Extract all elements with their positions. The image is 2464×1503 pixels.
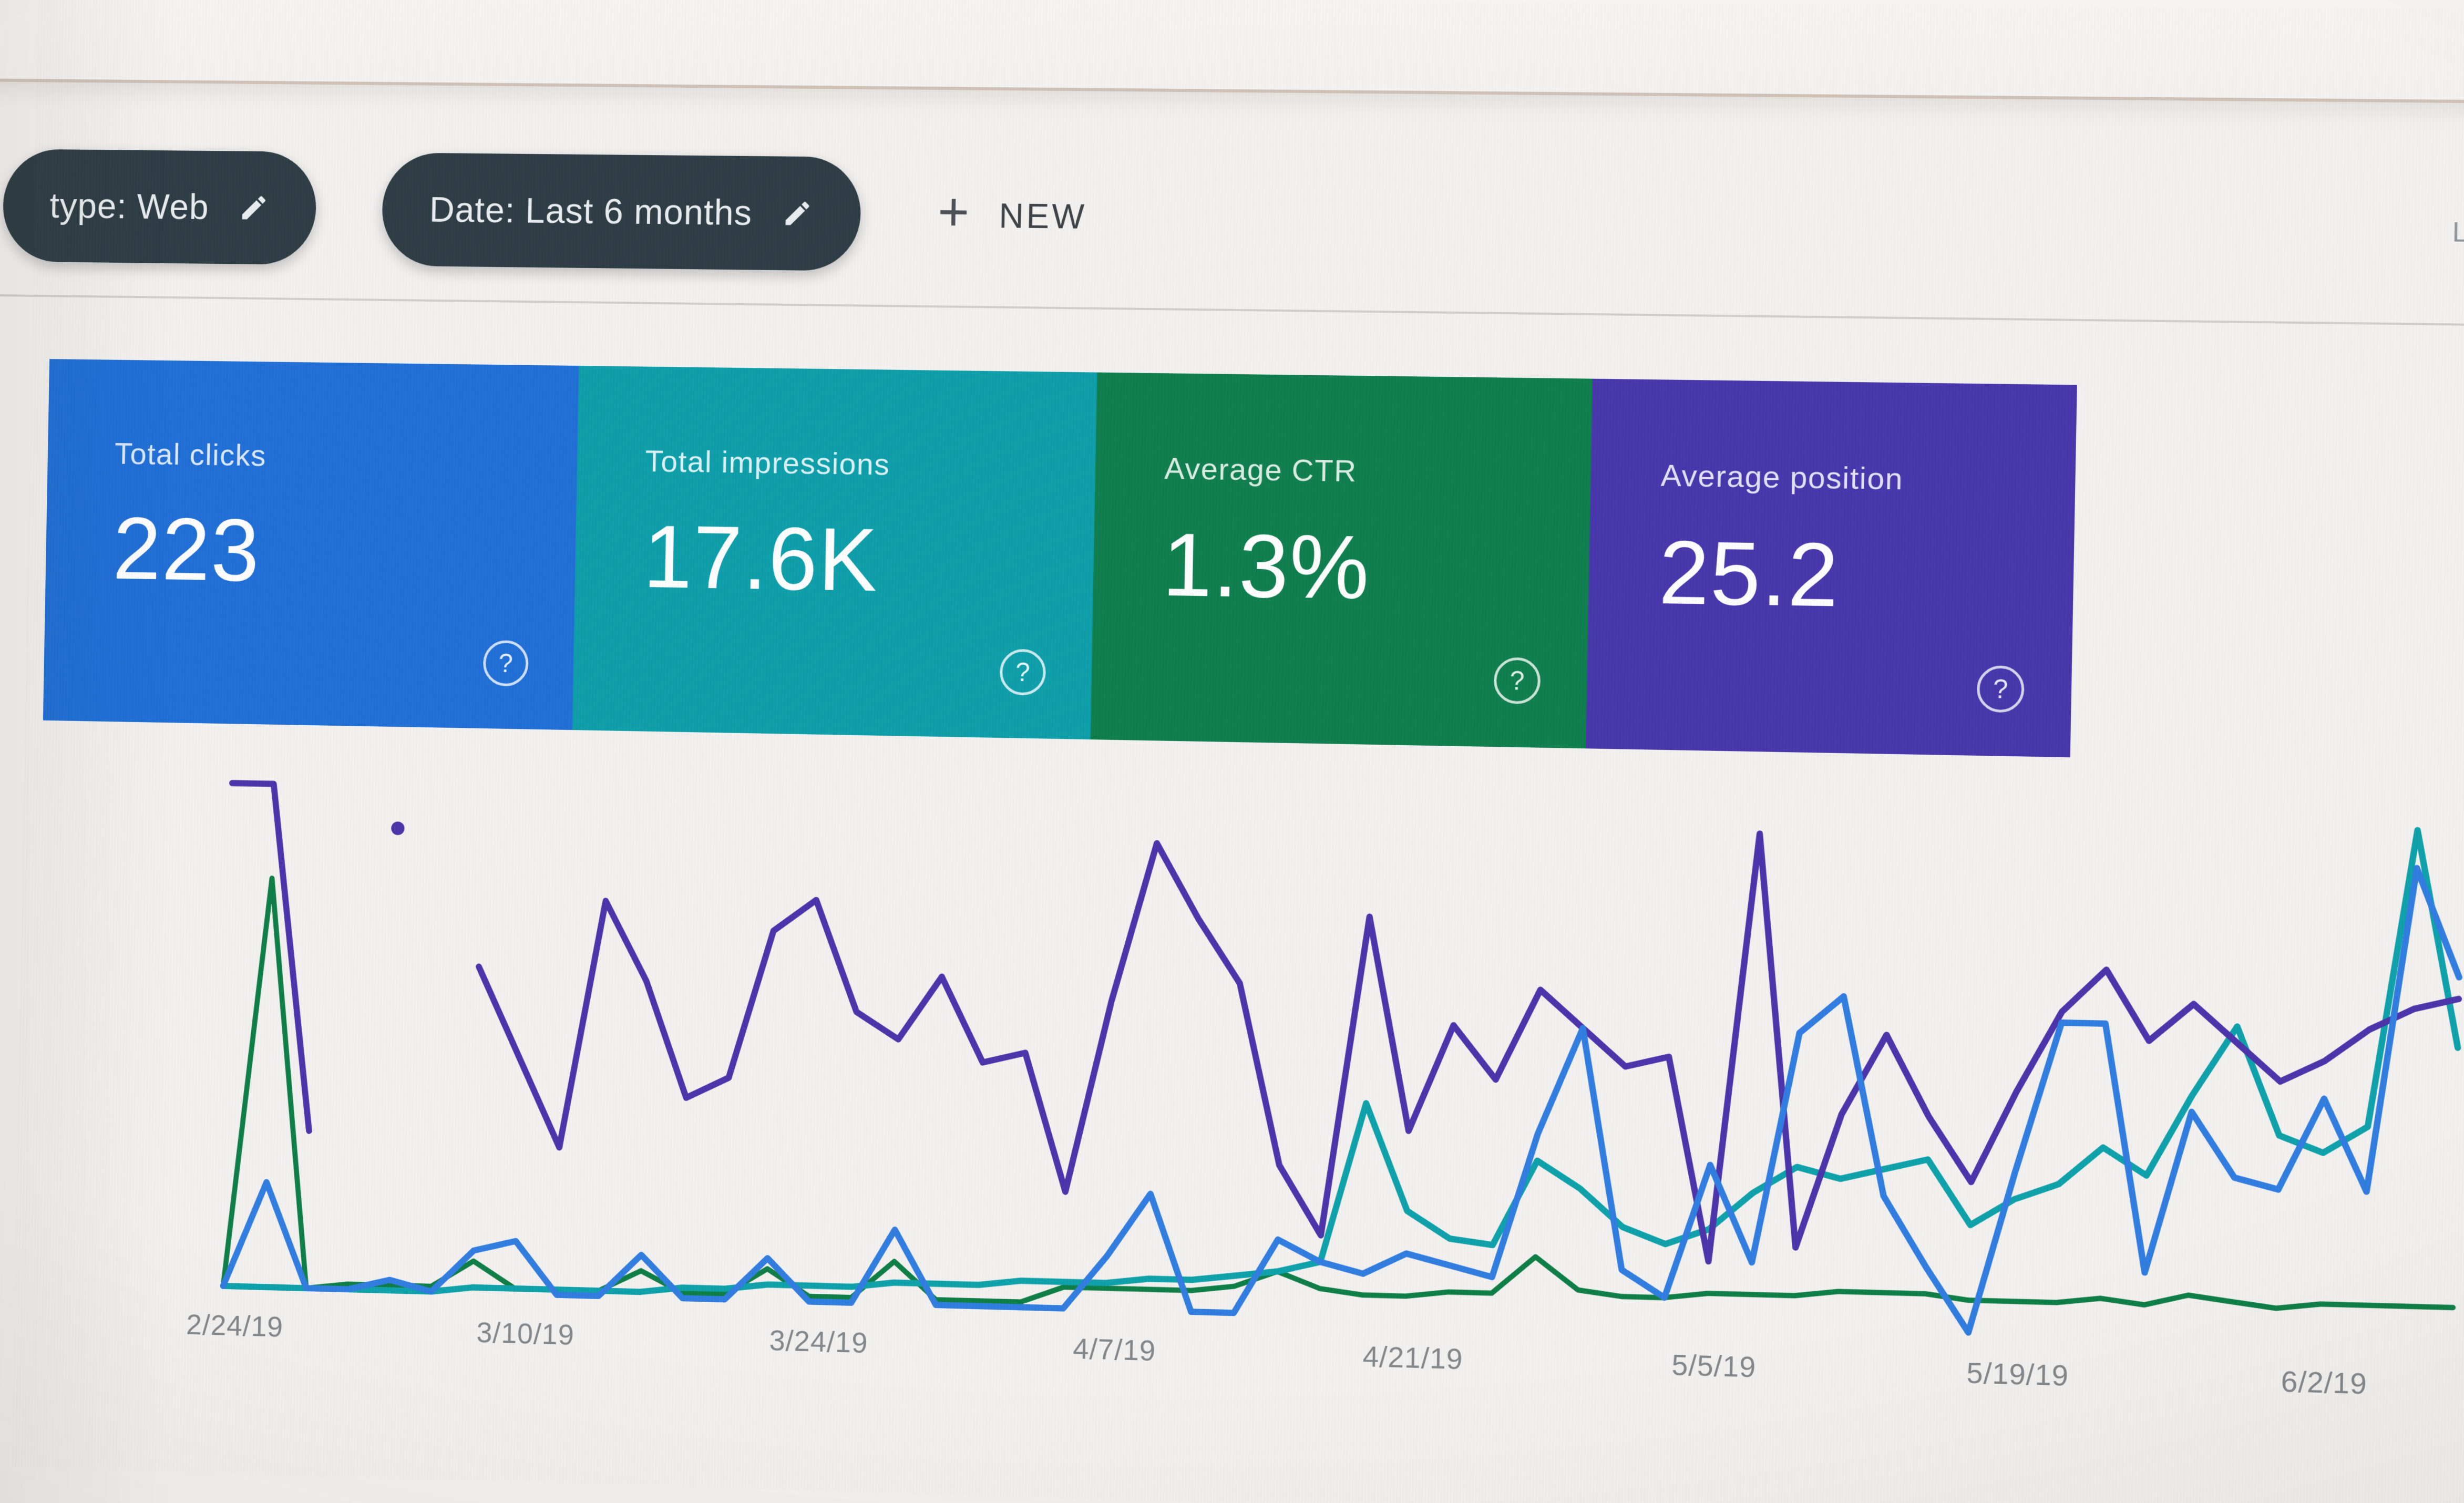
card-title: Average position [1660, 458, 1904, 497]
header-divider [0, 293, 2464, 328]
average-position-point [391, 821, 405, 836]
top-right-cropped-text: La [2452, 217, 2464, 249]
average-position-line [226, 783, 315, 1131]
metric-card-average-ctr[interactable]: Average CTR 1.3%? [1090, 372, 1593, 749]
card-title: Total impressions [644, 444, 890, 482]
card-value: 223 [112, 499, 261, 600]
x-tick-label: 3/24/19 [769, 1324, 868, 1360]
card-title: Average CTR [1164, 451, 1358, 489]
metric-card-total-impressions[interactable]: Total impressions 17.6K? [572, 365, 1097, 740]
filter-bar: type: Web Date: Last 6 months + NEW [2, 146, 1088, 277]
summary-cards: Total clicks 223? Total impressions 17.6K? A… [43, 359, 2077, 758]
new-filter-button[interactable]: + NEW [937, 181, 1087, 242]
x-tick-label: 4/21/19 [1362, 1340, 1464, 1376]
x-tick-label: 6/2/19 [2281, 1365, 2368, 1401]
filter-chip-label: type: Web [49, 186, 210, 227]
x-tick-label: 2/24/19 [186, 1308, 284, 1343]
help-icon[interactable]: ? [482, 640, 529, 687]
metric-card-total-clicks[interactable]: Total clicks 223? [43, 359, 579, 730]
top-band [0, 0, 2464, 105]
help-icon[interactable]: ? [1493, 657, 1541, 705]
impressions-line [223, 788, 2462, 1345]
x-tick-label: 4/7/19 [1072, 1332, 1156, 1367]
card-title: Total clicks [114, 437, 267, 473]
card-value: 17.6K [642, 507, 879, 610]
new-filter-label: NEW [998, 196, 1087, 236]
x-tick-label: 5/5/19 [1671, 1348, 1757, 1384]
pencil-edit-icon [786, 201, 810, 225]
filter-chip-label: Date: Last 6 months [429, 190, 753, 233]
card-value: 25.2 [1658, 522, 1841, 626]
x-tick-label: 3/10/19 [476, 1316, 575, 1351]
metric-card-average-position[interactable]: Average position 25.2? [1586, 378, 2077, 758]
help-icon[interactable]: ? [1976, 665, 2025, 713]
filter-chip-date[interactable]: Date: Last 6 months [381, 152, 862, 271]
chart-canvas[interactable] [218, 759, 2464, 1352]
x-tick-label: 5/19/19 [1966, 1356, 2069, 1392]
card-value: 1.3% [1162, 514, 1371, 619]
pencil-edit-icon [242, 195, 265, 220]
help-icon[interactable]: ? [999, 648, 1046, 696]
filter-chip-search-type[interactable]: type: Web [2, 149, 317, 265]
performance-chart[interactable]: 2/24/19 3/10/19 3/24/19 4/7/19 4/21/19 5/5/19… [186, 759, 2464, 1432]
